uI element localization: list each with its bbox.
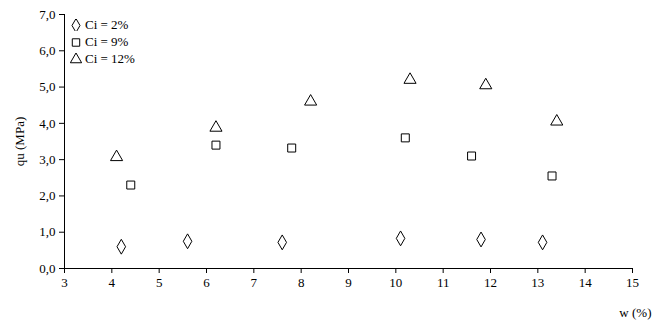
svg-text:0,0: 0,0 bbox=[39, 261, 55, 276]
svg-text:12: 12 bbox=[484, 275, 497, 290]
svg-text:6: 6 bbox=[203, 275, 210, 290]
svg-text:4,0: 4,0 bbox=[39, 116, 55, 131]
svg-text:2,0: 2,0 bbox=[39, 188, 55, 203]
svg-text:7,0: 7,0 bbox=[39, 7, 55, 22]
svg-text:5,0: 5,0 bbox=[39, 79, 55, 94]
svg-text:w (%): w (%) bbox=[619, 305, 651, 320]
svg-text:15: 15 bbox=[626, 275, 639, 290]
svg-text:8: 8 bbox=[298, 275, 305, 290]
svg-text:9: 9 bbox=[345, 275, 352, 290]
svg-text:5: 5 bbox=[156, 275, 163, 290]
svg-text:4: 4 bbox=[109, 275, 116, 290]
svg-text:14: 14 bbox=[579, 275, 593, 290]
svg-text:3,0: 3,0 bbox=[39, 152, 55, 167]
svg-text:13: 13 bbox=[531, 275, 544, 290]
svg-text:7: 7 bbox=[251, 275, 258, 290]
svg-text:11: 11 bbox=[437, 275, 450, 290]
svg-text:1,0: 1,0 bbox=[39, 224, 55, 239]
svg-text:6,0: 6,0 bbox=[39, 43, 55, 58]
svg-text:3: 3 bbox=[61, 275, 68, 290]
svg-text:qu (MPa): qu (MPa) bbox=[12, 117, 27, 166]
html-text:Ci = 2%: Ci = 2% bbox=[85, 17, 129, 32]
svg-text:10: 10 bbox=[389, 275, 402, 290]
html-text:Ci = 9%: Ci = 9% bbox=[85, 34, 129, 49]
html-text:Ci = 12%: Ci = 12% bbox=[85, 51, 135, 66]
